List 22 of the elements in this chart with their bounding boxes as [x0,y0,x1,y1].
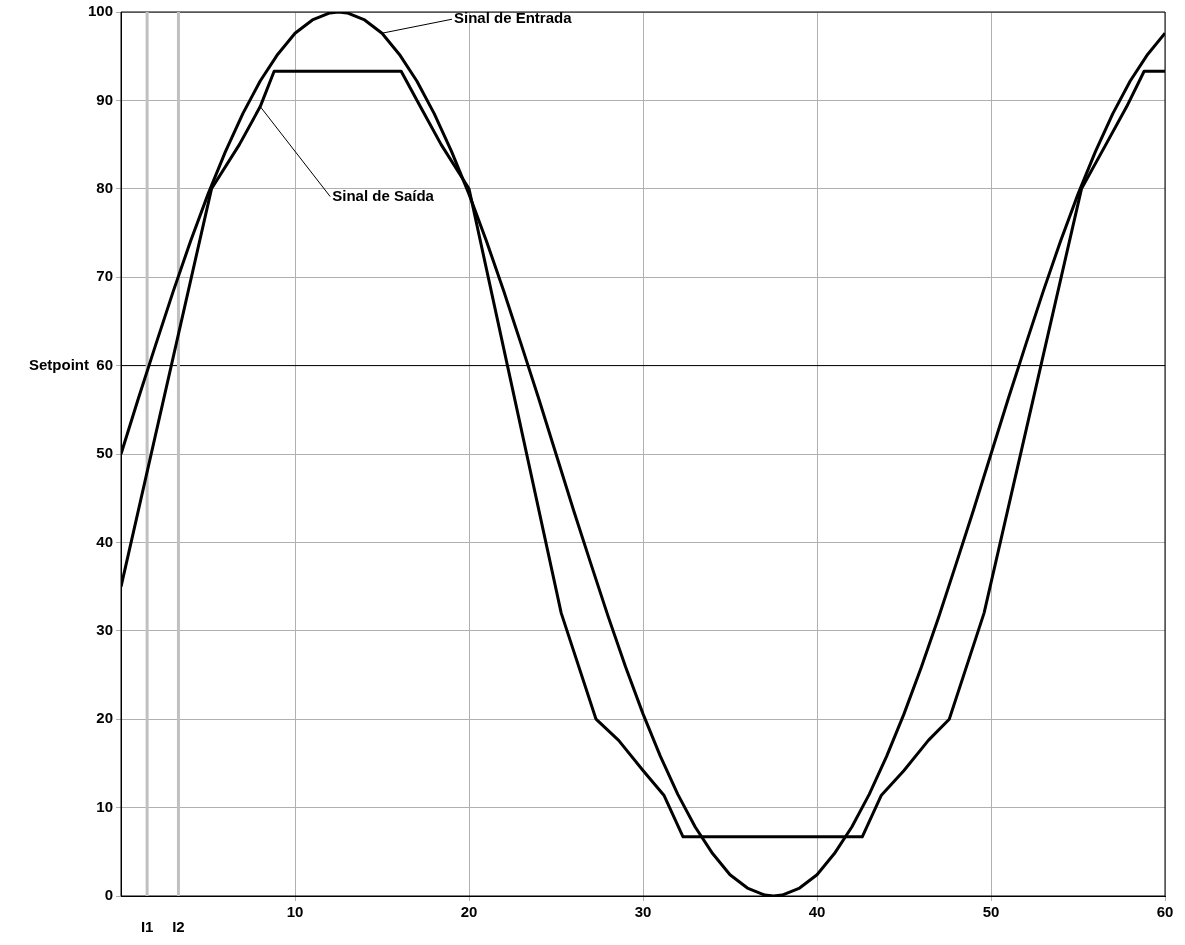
y-tick-label: 10 [96,797,114,815]
y-tick-label: 90 [96,90,114,108]
series-label: Sinal de Saída [332,186,435,204]
y-tick-label: 70 [96,267,114,285]
x-tick-label: 60 [1156,903,1174,921]
x-tick-label: 40 [808,903,826,921]
x-tick-label: 50 [982,903,1000,921]
x-tick-label: 30 [634,903,652,921]
ref-line-label: I1 [140,917,154,935]
y-tick-label: 100 [88,2,114,20]
ref-line-label: Setpoint [29,355,90,373]
y-tick-label: 0 [104,886,114,904]
y-tick-label: 20 [96,709,114,727]
y-tick-label: 80 [96,178,114,196]
y-tick-label: 40 [96,532,114,550]
legend-label: Sinal de Entrada [454,9,573,27]
ref-line-label: I2 [172,917,185,935]
y-tick-label: 30 [96,620,114,638]
y-tick-label: 60 [96,355,114,373]
x-tick-label: 20 [460,903,478,921]
x-tick-label: 10 [286,903,304,921]
y-tick-label: 50 [96,444,114,462]
